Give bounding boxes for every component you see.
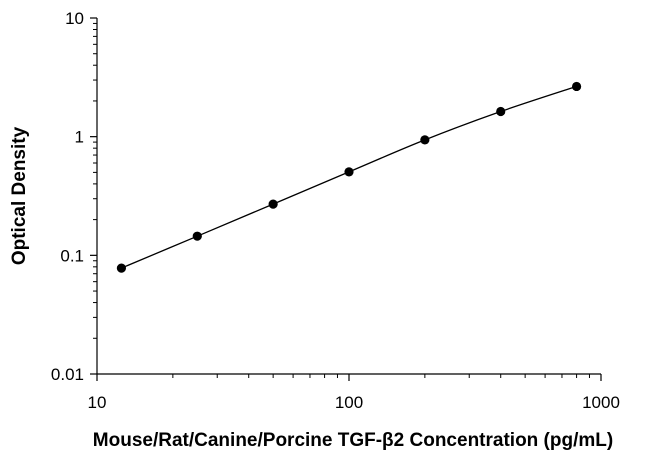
y-tick-label: 0.1 — [60, 246, 84, 265]
y-tick-label: 1 — [75, 128, 84, 147]
data-point — [420, 135, 430, 145]
x-tick-label: 100 — [335, 393, 363, 412]
y-axis-title: Optical Density — [9, 126, 30, 265]
data-point — [268, 199, 278, 209]
data-point — [571, 81, 582, 92]
data-point — [496, 106, 506, 117]
x-tick-label: 1000 — [582, 393, 620, 412]
x-tick-label: 10 — [88, 393, 107, 412]
major-ticks — [90, 17, 602, 381]
y-tick-label: 0.01 — [51, 365, 84, 384]
x-tick-labels: 10 100 1000 — [88, 393, 620, 412]
data-point — [116, 263, 127, 273]
fit-curve — [121, 85, 577, 269]
y-tick-labels: 0.01 0.1 1 10 — [51, 9, 84, 384]
minor-ticks — [93, 22, 590, 378]
x-axis-title: Mouse/Rat/Canine/Porcine TGF-β2 Concentr… — [93, 430, 613, 451]
data-point — [192, 231, 202, 241]
axes — [96, 18, 601, 375]
y-tick-label: 10 — [65, 9, 84, 28]
data-point — [344, 167, 354, 177]
data-points — [116, 81, 582, 273]
